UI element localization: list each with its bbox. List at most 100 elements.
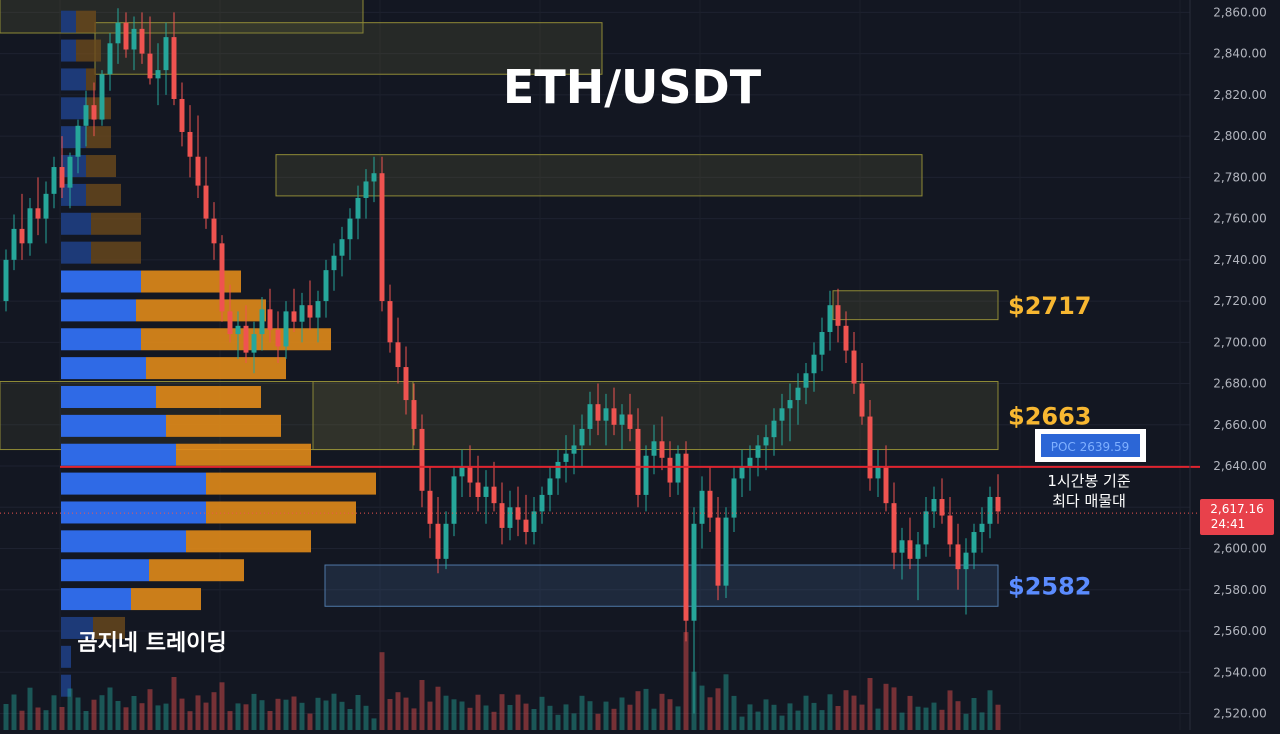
candle-body xyxy=(115,22,121,44)
profile-up-bar xyxy=(61,126,86,149)
candle-body xyxy=(163,37,169,71)
candle-body xyxy=(315,301,321,318)
volume-bar xyxy=(795,710,801,730)
candle-body xyxy=(891,503,897,553)
volume-bar xyxy=(443,695,449,730)
candle-body xyxy=(683,453,689,621)
volume-bar xyxy=(683,632,689,730)
volume-bar xyxy=(723,674,729,730)
profile-up-bar xyxy=(61,68,86,91)
candle-body xyxy=(803,373,809,388)
zone-supply xyxy=(832,290,999,321)
y-tick-label: 2,760.00 xyxy=(1213,212,1266,226)
volume-bar xyxy=(371,718,377,730)
volume-bar xyxy=(931,702,937,730)
profile-down-bar xyxy=(76,39,101,62)
volume-bar xyxy=(779,715,785,730)
candle-body xyxy=(995,496,1001,512)
candle-body xyxy=(267,309,273,330)
profile-up-bar xyxy=(61,10,76,33)
level-labels: $2717 $2663 $2582 xyxy=(1008,292,1092,600)
profile-up-bar xyxy=(61,443,176,466)
volume-bar xyxy=(507,705,513,730)
profile-up-bar xyxy=(61,39,76,62)
volume-bar xyxy=(571,713,577,730)
volume-bar xyxy=(283,699,289,730)
volume-bar xyxy=(595,713,601,730)
candle-body xyxy=(427,490,433,524)
current-price-label: 2,617.16 xyxy=(1210,502,1263,516)
volume-bar xyxy=(923,707,929,730)
volume-bar xyxy=(331,693,337,730)
poc-box: POC 2639.59 xyxy=(1035,429,1146,462)
profile-up-bar xyxy=(61,414,166,437)
volume-bar xyxy=(147,689,153,730)
volume-bar xyxy=(403,697,409,730)
candle-body xyxy=(155,70,161,79)
candle-body xyxy=(179,98,185,132)
candle-body xyxy=(755,445,761,458)
volume-bar xyxy=(51,695,57,730)
zone-supply xyxy=(0,0,364,34)
volume-bar xyxy=(883,683,889,730)
candle-body xyxy=(107,43,113,75)
volume-bar xyxy=(75,697,81,730)
candle-body xyxy=(699,490,705,524)
current-price-badge: 2,617.16 24:41 xyxy=(1200,499,1274,535)
volume-bar xyxy=(203,702,209,730)
profile-up-bar xyxy=(61,530,186,553)
candle-body xyxy=(227,311,233,335)
profile-down-bar xyxy=(76,10,96,33)
volume-bar xyxy=(587,701,593,730)
candle-body xyxy=(603,408,609,421)
y-tick-label: 2,580.00 xyxy=(1213,583,1266,597)
profile-up-bar xyxy=(61,155,86,178)
candle-body xyxy=(835,305,841,326)
profile-down-bar xyxy=(176,443,311,466)
profile-down-bar xyxy=(206,501,356,524)
volume-bar xyxy=(339,701,345,730)
volume-bar xyxy=(435,686,441,730)
candle-body xyxy=(43,193,49,219)
volume-bar xyxy=(555,714,561,730)
candle-body xyxy=(235,325,241,335)
candle-body xyxy=(747,457,753,467)
candle-body xyxy=(83,105,89,126)
profile-up-bar xyxy=(61,183,86,206)
volume-bar xyxy=(955,701,961,730)
candle-body xyxy=(875,466,881,479)
candle-body xyxy=(411,400,417,429)
volume-bar xyxy=(915,706,921,730)
volume-bar xyxy=(379,652,385,730)
candle-body xyxy=(619,414,625,425)
candle-body xyxy=(795,387,801,401)
candle-body xyxy=(899,540,905,553)
profile-up-bar xyxy=(61,588,131,611)
volume-bar xyxy=(875,708,881,730)
profile-down-bar xyxy=(136,299,266,322)
volume-bar xyxy=(843,690,849,730)
volume-bar xyxy=(131,696,137,730)
volume-bar xyxy=(891,687,897,730)
y-tick-label: 2,800.00 xyxy=(1213,129,1266,143)
y-tick-label: 2,700.00 xyxy=(1213,335,1266,349)
volume-bar xyxy=(611,708,617,730)
watermark: 곰지네 트레이딩 xyxy=(77,631,226,656)
volume-bar xyxy=(763,699,769,730)
y-tick-label: 2,540.00 xyxy=(1213,665,1266,679)
zone-supply xyxy=(312,380,999,451)
candle-body xyxy=(691,523,697,621)
y-tick-label: 2,640.00 xyxy=(1213,459,1266,473)
y-tick-label: 2,740.00 xyxy=(1213,253,1266,267)
volume-bar xyxy=(515,694,521,730)
profile-down-bar xyxy=(141,328,331,351)
candle-body xyxy=(323,270,329,302)
volume-bar xyxy=(987,690,993,730)
profile-down-bar xyxy=(91,212,141,235)
volume-bar xyxy=(395,692,401,730)
profile-up-bar xyxy=(61,472,206,495)
profile-down-bar xyxy=(146,357,286,380)
candle-body xyxy=(243,325,249,353)
candle-body xyxy=(291,311,297,322)
volume-bar xyxy=(411,708,417,730)
